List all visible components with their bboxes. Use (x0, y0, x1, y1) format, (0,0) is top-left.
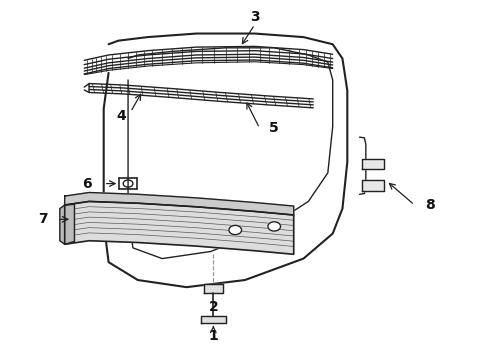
Polygon shape (203, 284, 223, 293)
Text: 6: 6 (82, 176, 92, 190)
Text: 7: 7 (38, 212, 48, 226)
Polygon shape (362, 180, 384, 191)
Polygon shape (201, 316, 225, 323)
Polygon shape (60, 204, 74, 244)
Text: 3: 3 (250, 10, 260, 24)
Polygon shape (65, 202, 294, 254)
Polygon shape (362, 158, 384, 169)
Text: 5: 5 (270, 121, 279, 135)
Circle shape (268, 222, 281, 231)
Polygon shape (65, 193, 294, 215)
Text: 8: 8 (425, 198, 435, 212)
Text: 1: 1 (208, 329, 218, 343)
Text: 2: 2 (208, 300, 218, 314)
Circle shape (229, 225, 242, 235)
Text: 4: 4 (116, 109, 125, 123)
